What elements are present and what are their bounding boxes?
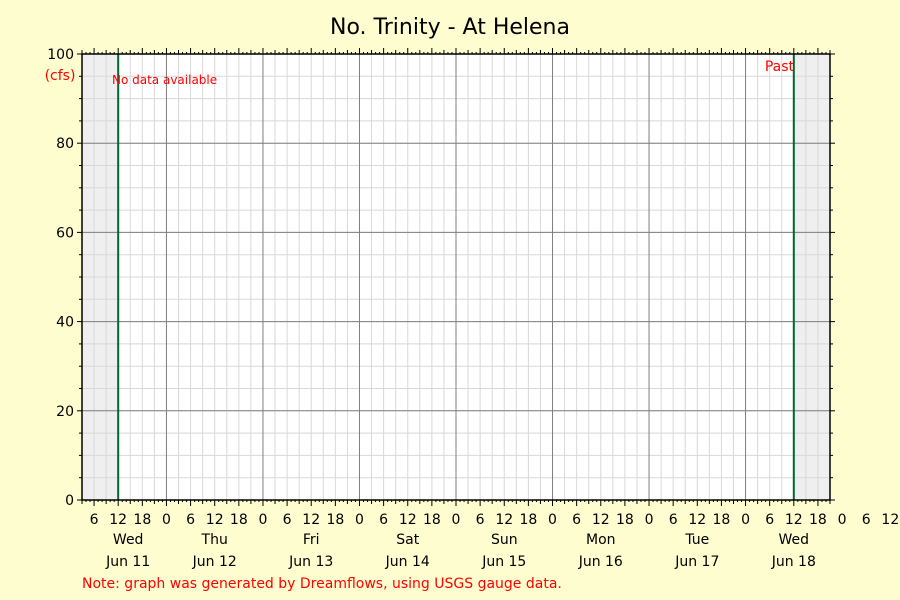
x-hour-label: 0 (548, 512, 557, 528)
x-date-label: Jun 11 (105, 554, 150, 570)
x-day-label: Wed (779, 532, 810, 548)
x-hour-label: 12 (592, 512, 610, 528)
y-axis-unit: (cfs) (45, 68, 76, 84)
x-date-label: Jun 12 (192, 554, 237, 570)
x-hour-label: 18 (230, 512, 248, 528)
x-day-label: Fri (303, 532, 320, 548)
x-hour-label: 0 (162, 512, 171, 528)
y-tick-label: 40 (56, 315, 74, 331)
x-date-label: Jun 16 (578, 554, 623, 570)
x-hour-label: 6 (379, 512, 388, 528)
x-day-label: Thu (201, 532, 228, 548)
x-hour-label: 12 (399, 512, 417, 528)
x-day-label: Sun (491, 532, 518, 548)
x-day-label: Tue (684, 532, 709, 548)
x-hour-label: 0 (741, 512, 750, 528)
x-hour-label: 18 (519, 512, 537, 528)
x-hour-label: 6 (572, 512, 581, 528)
y-tick-label: 20 (56, 404, 74, 420)
x-hour-label: 6 (765, 512, 774, 528)
x-hour-label: 0 (838, 512, 847, 528)
x-hour-label: 6 (283, 512, 292, 528)
past-annotation: Past (765, 59, 795, 75)
x-hour-label: 12 (881, 512, 899, 528)
x-hour-label: 0 (452, 512, 461, 528)
x-date-label: Jun 14 (385, 554, 430, 570)
x-day-label: Mon (586, 532, 616, 548)
y-tick-label: 100 (47, 47, 74, 63)
x-hour-label: 18 (326, 512, 344, 528)
x-hour-label: 12 (785, 512, 803, 528)
x-hour-label: 0 (355, 512, 364, 528)
x-hour-label: 6 (186, 512, 195, 528)
x-hour-label: 6 (476, 512, 485, 528)
footer-note: Note: graph was generated by Dreamflows,… (82, 576, 562, 592)
x-hour-label: 6 (862, 512, 871, 528)
x-day-label: Sat (396, 532, 419, 548)
y-tick-label: 0 (65, 493, 74, 509)
x-date-label: Jun 18 (771, 554, 816, 570)
x-hour-label: 12 (109, 512, 127, 528)
x-hour-label: 18 (616, 512, 634, 528)
x-hour-label: 18 (133, 512, 151, 528)
x-date-label: Jun 13 (288, 554, 333, 570)
x-hour-label: 0 (645, 512, 654, 528)
chart-title: No. Trinity - At Helena (330, 15, 570, 40)
x-hour-label: 6 (669, 512, 678, 528)
x-hour-label: 12 (688, 512, 706, 528)
x-hour-label: 6 (90, 512, 99, 528)
x-hour-label: 12 (302, 512, 320, 528)
x-day-label: Wed (113, 532, 144, 548)
x-hour-label: 0 (259, 512, 268, 528)
x-date-label: Jun 15 (481, 554, 526, 570)
no-data-annotation: No data available (112, 73, 217, 87)
x-hour-label: 18 (809, 512, 827, 528)
y-tick-label: 60 (56, 225, 74, 241)
x-date-label: Jun 17 (674, 554, 719, 570)
x-hour-label: 12 (495, 512, 513, 528)
x-hour-label: 18 (423, 512, 441, 528)
y-tick-label: 80 (56, 136, 74, 152)
x-hour-label: 18 (713, 512, 731, 528)
x-hour-label: 12 (206, 512, 224, 528)
